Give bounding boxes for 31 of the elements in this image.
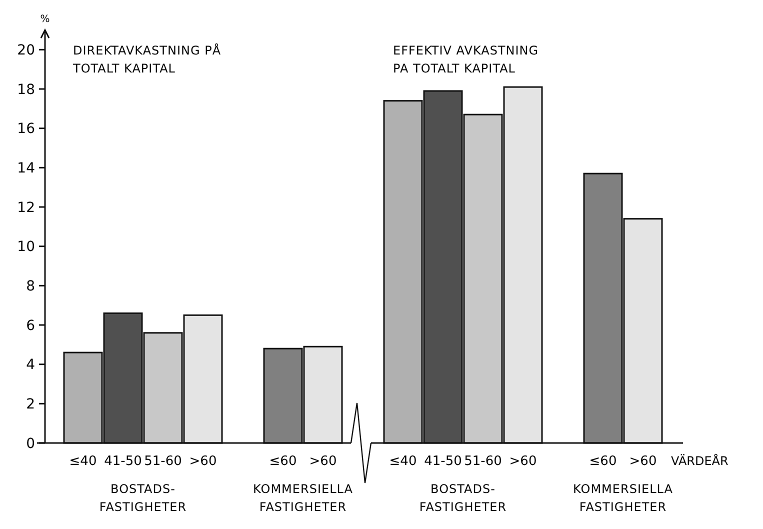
x-tick-label: >60 — [189, 454, 217, 469]
text: KOMMERSIELLA FASTIGHETER — [573, 482, 674, 514]
text: BOSTADS- FASTIGHETER — [99, 482, 187, 514]
y-tick-label: 8 — [26, 278, 35, 295]
y-tick-label: 0 — [26, 436, 35, 452]
x-tick-label: ≤40 — [69, 454, 97, 469]
y-tick-label: 14 — [17, 160, 36, 177]
y-axis-title: % — [40, 14, 50, 25]
x-tick-label: >60 — [509, 454, 537, 469]
x-tick-label: >60 — [629, 454, 657, 469]
annotation: DIREKTAVKASTNING PÅ TOTALT KAPITAL — [72, 42, 222, 76]
x-tick-label: >60 — [309, 454, 337, 469]
y-tick-label: 16 — [17, 121, 36, 138]
y-tick-label: 6 — [26, 318, 36, 334]
y-tick-label: 12 — [17, 200, 35, 216]
y-tick-label: 18 — [17, 82, 35, 98]
x-tick-label: 41-50 — [424, 454, 462, 469]
x-tick-label: ≤40 — [389, 454, 417, 469]
x-tick-label: 51-60 — [464, 454, 502, 469]
text: BOSTADS- FASTIGHETER — [419, 482, 507, 514]
text: KOMMERSIELLA FASTIGHETER — [253, 482, 354, 514]
y-tick-label: 4 — [26, 357, 36, 374]
annotation: EFFEKTIV AVKASTNING PA TOTALT KAPITAL — [393, 44, 539, 76]
x-tick-label: ≤60 — [589, 454, 617, 469]
x-axis-title: VÄRDEÅR — [671, 453, 728, 468]
y-tick-label: 20 — [17, 42, 35, 59]
y-tick-label: 2 — [26, 396, 35, 413]
y-tick-label: 10 — [17, 239, 35, 256]
x-tick-label: 51-60 — [144, 454, 182, 469]
x-tick-label: ≤60 — [269, 454, 297, 469]
x-tick-label: 41-50 — [104, 454, 142, 469]
